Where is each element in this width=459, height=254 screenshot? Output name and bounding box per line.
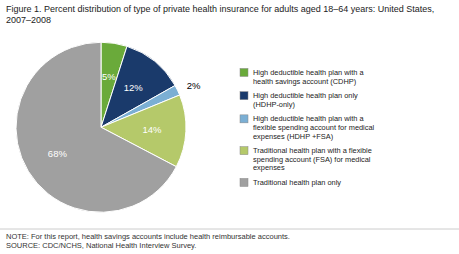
note: NOTE: For this report, health savings ac… [6,232,290,250]
legend-label: Traditional health plan only [253,178,341,187]
chart: Figure 1. Percent distribution of type o… [0,0,459,254]
legend-swatch [240,178,248,186]
legend-label: Traditional health plan with a flexibles… [253,146,372,172]
legend-label: High deductible health plan only(HDHP-on… [253,91,358,109]
legend-label: High deductible health plan with aflexib… [253,114,375,140]
separator [0,229,459,230]
data-label: 5% [102,71,116,82]
title: Figure 1. Percent distribution of type o… [6,4,434,25]
legend: High deductible health plan with ahealth… [240,68,375,187]
slice [16,42,176,212]
legend-swatch [240,147,248,155]
legend-swatch [240,115,248,123]
data-label: 2% [187,80,201,91]
data-labels: 5% 12% 2% 14% 68% [48,71,201,159]
legend-swatch [240,68,248,76]
data-label: 68% [48,148,68,159]
legend-label: High deductible health plan with ahealth… [253,68,364,86]
data-label: 12% [124,82,144,93]
legend-swatch [240,92,248,100]
pie [16,42,186,212]
data-label: 14% [142,124,162,135]
